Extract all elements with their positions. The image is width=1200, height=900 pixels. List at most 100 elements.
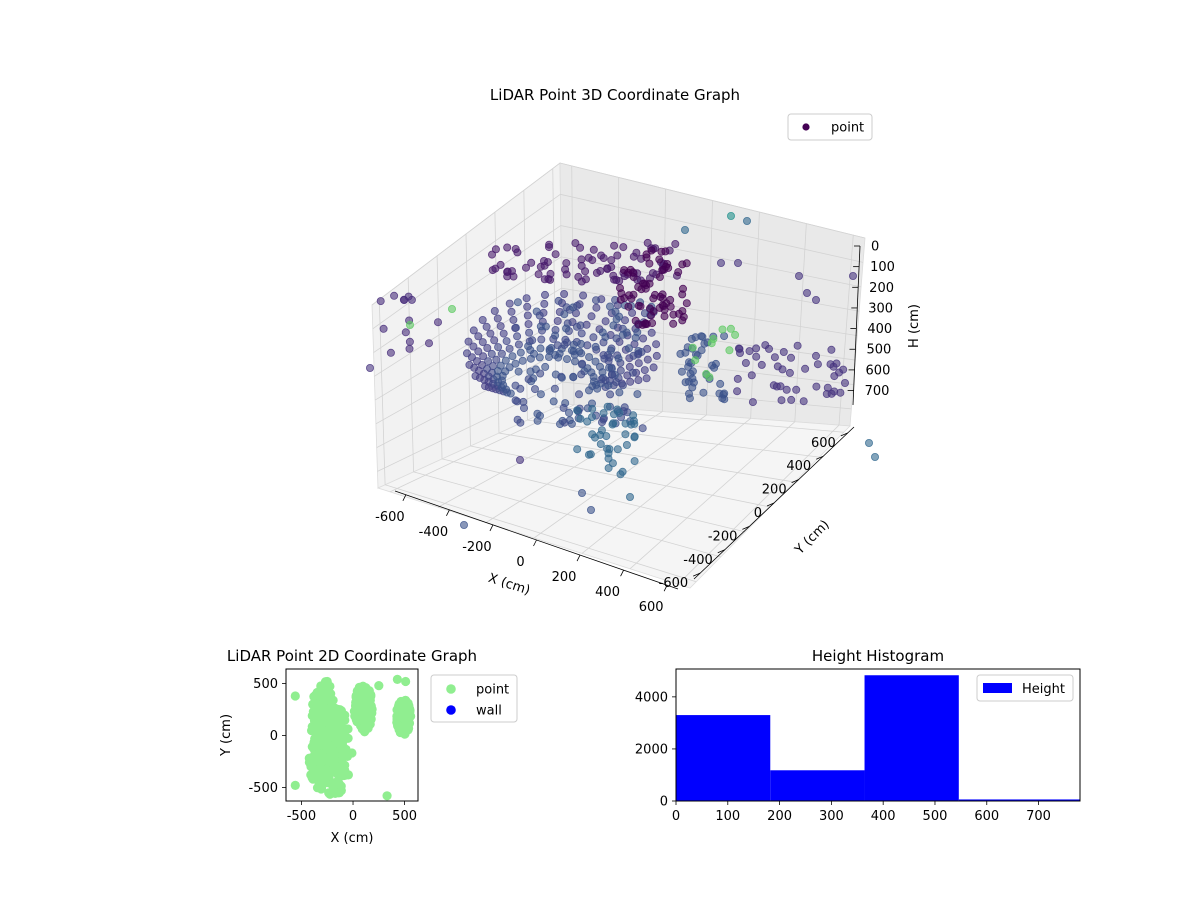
point-3d xyxy=(503,272,512,281)
point-3d xyxy=(524,342,533,351)
y-tick-label-3d: -200 xyxy=(708,529,738,544)
point-3d xyxy=(629,416,638,425)
point-3d xyxy=(812,382,821,391)
chart-2d-title: LiDAR Point 2D Coordinate Graph xyxy=(227,647,477,665)
x-tick-label-3d: 200 xyxy=(552,570,577,585)
y-tick-label-hist: 0 xyxy=(660,795,668,810)
legend-point-label: point xyxy=(476,683,509,698)
point-3d xyxy=(727,211,736,220)
ticks-3d: -600-400-2000200400600-600-400-200020040… xyxy=(375,240,895,616)
point-3d xyxy=(514,367,523,376)
legend-height-label: Height xyxy=(1022,682,1065,697)
point-3d xyxy=(849,271,858,280)
point-3d xyxy=(535,353,544,362)
point-3d xyxy=(813,360,822,369)
point-2d xyxy=(320,708,330,718)
point-2d xyxy=(324,788,334,798)
grid-line-z-0 xyxy=(371,162,866,306)
point-3d xyxy=(609,321,618,330)
point-3d xyxy=(581,267,590,276)
point-3d xyxy=(573,406,582,415)
point-3d xyxy=(474,347,483,356)
grid-line-y-floor-2 xyxy=(441,458,746,533)
point-3d xyxy=(526,367,535,376)
point-3d xyxy=(516,348,525,357)
point-3d xyxy=(748,398,757,407)
point-3d xyxy=(841,378,850,387)
x-tick-label-hist: 0 xyxy=(672,809,680,824)
point-3d xyxy=(616,470,625,479)
point-3d xyxy=(711,359,720,368)
point-3d xyxy=(628,368,637,377)
point-3d xyxy=(839,365,848,374)
point-3d xyxy=(725,346,734,355)
point-3d xyxy=(720,332,729,341)
point-3d xyxy=(536,390,545,399)
point-3d xyxy=(561,265,570,274)
point-3d xyxy=(553,341,562,350)
point-2d xyxy=(312,783,323,793)
point-3d xyxy=(536,369,545,378)
x-tick-label-hist: 300 xyxy=(819,809,844,824)
grid-line-y-floor-4 xyxy=(498,432,795,483)
x-tick-3d-4 xyxy=(576,554,581,562)
point-3d xyxy=(601,317,610,326)
point-3d xyxy=(632,248,641,257)
point-3d xyxy=(550,384,559,393)
y-tick-label-hist: 4000 xyxy=(635,690,668,705)
point-3d xyxy=(731,330,740,339)
y-tick-label-3d: 200 xyxy=(762,483,787,498)
x-tick-label-hist: 500 xyxy=(923,809,948,824)
grid-line-z-4 xyxy=(374,287,858,401)
point-2d xyxy=(351,701,361,711)
point-3d xyxy=(586,450,595,459)
point-3d xyxy=(577,329,586,338)
point-3d xyxy=(588,404,597,413)
point-2d xyxy=(398,713,408,723)
point-3d xyxy=(646,304,655,313)
point-3d xyxy=(491,245,500,254)
point-3d xyxy=(616,366,625,375)
x-tick-label-hist: 100 xyxy=(715,809,740,824)
point-3d xyxy=(697,332,706,341)
point-3d xyxy=(777,396,786,405)
point-3d xyxy=(474,332,483,341)
point-3d xyxy=(530,349,539,358)
point-3d xyxy=(573,301,582,310)
legend-3d-frame xyxy=(787,113,873,141)
point-3d xyxy=(812,351,821,360)
point-3d xyxy=(609,419,618,428)
point-3d xyxy=(592,380,601,389)
point-3d xyxy=(522,263,531,272)
point-2d xyxy=(343,724,353,734)
point-3d xyxy=(736,348,745,357)
point-3d xyxy=(401,328,410,337)
point-3d xyxy=(658,290,667,299)
x-tick-3d-1 xyxy=(446,509,450,517)
point-3d xyxy=(827,345,836,354)
point-3d xyxy=(612,334,621,343)
point-3d xyxy=(770,353,779,362)
point-3d xyxy=(652,340,661,349)
point-3d xyxy=(752,352,761,361)
point-3d xyxy=(562,324,571,333)
point-3d xyxy=(528,336,537,345)
grid-line-y-floor-0 xyxy=(384,484,697,583)
point-3d xyxy=(516,418,525,427)
z-tick-label-3d: 300 xyxy=(868,301,893,316)
z-tick-label-3d: 600 xyxy=(866,363,891,378)
point-3d xyxy=(565,408,574,417)
y-tick-3d-1 xyxy=(717,549,725,554)
point-3d xyxy=(496,260,505,269)
point-3d xyxy=(469,326,478,335)
point-3d xyxy=(560,289,569,298)
x-tick-3d-2 xyxy=(489,524,494,532)
point-3d xyxy=(717,258,726,267)
point-3d xyxy=(658,265,667,274)
point-3d xyxy=(718,325,727,334)
x-tick-label-hist: 200 xyxy=(767,809,792,824)
y-tick-label-2d: 500 xyxy=(253,677,278,692)
point-3d xyxy=(579,291,588,300)
point-3d xyxy=(484,357,493,366)
